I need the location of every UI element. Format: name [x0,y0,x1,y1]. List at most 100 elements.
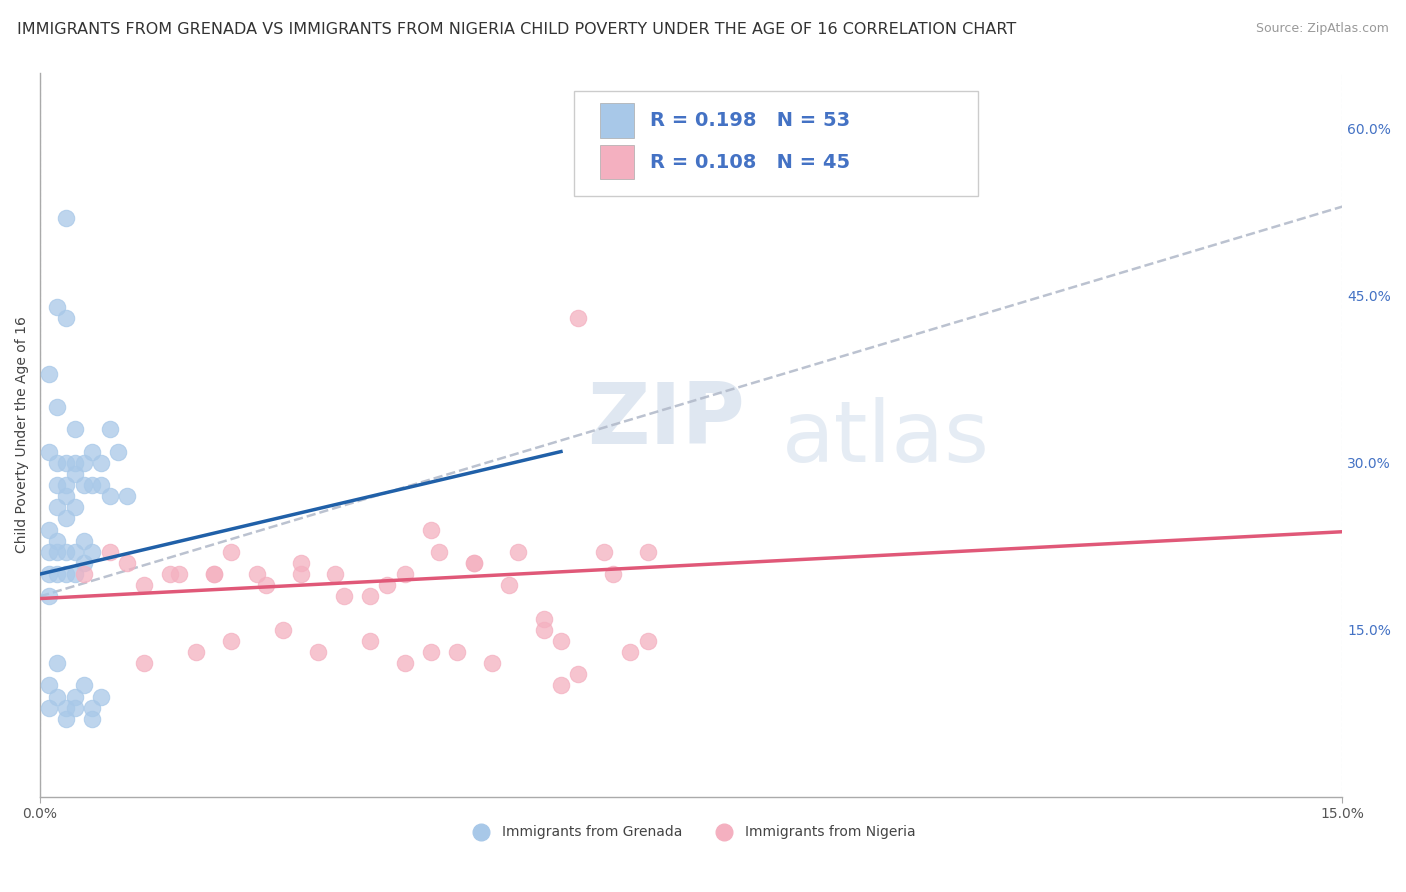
Point [290,556,312,570]
Point [463,556,485,570]
Point [637,633,659,648]
Point [394,656,416,670]
Point [637,545,659,559]
Point [290,567,312,582]
Point [38,678,60,692]
Text: ZIP: ZIP [588,379,745,462]
Point [38,444,60,458]
Text: R = 0.198   N = 53: R = 0.198 N = 53 [650,112,849,130]
Point [567,310,589,325]
Text: atlas: atlas [782,397,990,480]
Point [55,478,77,492]
Point [38,523,60,537]
Point [506,545,529,559]
Point [46,545,69,559]
Point [63,690,86,704]
Point [82,478,104,492]
Point [46,456,69,470]
Point [98,545,121,559]
Point [134,656,156,670]
Point [375,578,398,592]
Point [219,633,242,648]
Bar [600,145,634,179]
Point [90,478,112,492]
Point [446,645,468,659]
Point [63,700,86,714]
Point [38,545,60,559]
Point [498,578,520,592]
Point [593,545,616,559]
Point [72,478,94,492]
Point [533,611,555,625]
Point [481,656,503,670]
Point [63,567,86,582]
Text: IMMIGRANTS FROM GRENADA VS IMMIGRANTS FROM NIGERIA CHILD POVERTY UNDER THE AGE O: IMMIGRANTS FROM GRENADA VS IMMIGRANTS FR… [17,22,1017,37]
Point [46,533,69,548]
Point [63,545,86,559]
Point [55,511,77,525]
Point [82,712,104,726]
Point [98,422,121,436]
Point [38,700,60,714]
Point [82,700,104,714]
Point [72,456,94,470]
Point [46,567,69,582]
Point [419,645,441,659]
Point [202,567,225,582]
Point [419,523,441,537]
Point [72,678,94,692]
Point [394,567,416,582]
Point [167,567,190,582]
Point [63,500,86,515]
Point [55,211,77,225]
Point [55,310,77,325]
Point [186,645,208,659]
Point [359,633,381,648]
Point [46,690,69,704]
Point [246,567,269,582]
Point [38,367,60,381]
Point [359,590,381,604]
Point [46,400,69,414]
Legend: Immigrants from Grenada, Immigrants from Nigeria: Immigrants from Grenada, Immigrants from… [461,819,921,844]
Point [82,545,104,559]
Point [63,422,86,436]
Point [134,578,156,592]
Point [533,623,555,637]
Bar [600,103,634,138]
Point [219,545,242,559]
Point [46,656,69,670]
Point [63,456,86,470]
Point [429,545,451,559]
FancyBboxPatch shape [574,91,977,196]
Point [90,690,112,704]
Y-axis label: Child Poverty Under the Age of 16: Child Poverty Under the Age of 16 [15,317,30,553]
Point [63,467,86,481]
Point [254,578,277,592]
Point [55,456,77,470]
Point [567,667,589,681]
Point [55,545,77,559]
Point [333,590,356,604]
Point [550,678,572,692]
Point [602,567,624,582]
Point [38,590,60,604]
Point [98,489,121,503]
Point [46,500,69,515]
Point [55,489,77,503]
Point [82,444,104,458]
Point [202,567,225,582]
Point [271,623,294,637]
Point [115,556,138,570]
Point [72,556,94,570]
Point [46,300,69,314]
Point [463,556,485,570]
Point [38,567,60,582]
Point [72,567,94,582]
Point [55,567,77,582]
Point [46,478,69,492]
Point [159,567,181,582]
Point [55,712,77,726]
Point [550,633,572,648]
Point [107,444,129,458]
